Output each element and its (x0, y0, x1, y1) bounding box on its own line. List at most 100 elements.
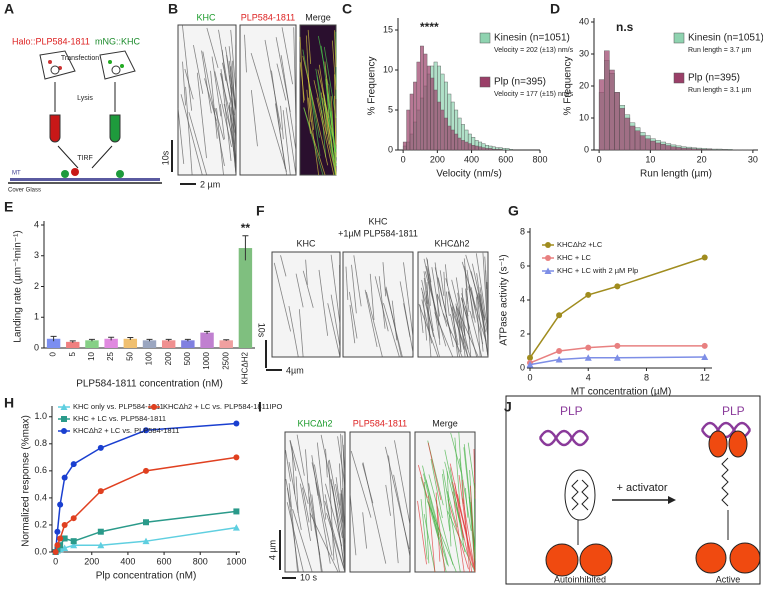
x-tick-label: 0 (527, 372, 532, 382)
arrowhead (668, 496, 676, 504)
hist-bar (441, 110, 444, 150)
panel-letter: B (168, 1, 178, 17)
x-tick-label: 25 (106, 351, 115, 360)
point (53, 549, 59, 555)
x-tick-label: 1000 (226, 556, 246, 566)
hist-bar (650, 141, 655, 150)
label: Autoinhibited (554, 574, 606, 584)
kymograph (350, 432, 410, 572)
label: 10 s (300, 572, 318, 582)
label: 2 µm (200, 179, 220, 189)
y-axis-label: Landing rate (µm⁻¹min⁻¹) (13, 230, 24, 342)
bar (181, 340, 194, 348)
hist-bar (671, 147, 676, 150)
point (151, 404, 157, 410)
point (71, 515, 77, 521)
kymograph (418, 252, 488, 357)
y-axis-label: ATPase activity (s⁻¹) (499, 254, 510, 345)
point (545, 242, 551, 248)
label: + activator (616, 482, 667, 494)
panel-letter: A (4, 1, 14, 17)
x-tick-label: 200 (164, 351, 173, 365)
label: KHC (196, 12, 216, 22)
x-tick-label: 1000 (202, 351, 211, 369)
coil (572, 480, 588, 510)
y-tick-label: 8 (520, 226, 525, 236)
x-tick-label: 30 (748, 154, 758, 164)
y-tick-label: 4 (34, 219, 39, 229)
legend-label: KHC + LC vs. PLP584-1811 (73, 414, 166, 423)
x-tick-label: 2500 (221, 351, 230, 369)
microtubule (10, 178, 160, 181)
motor (116, 170, 124, 178)
hist-bar (620, 108, 625, 150)
hist-bar (599, 80, 604, 150)
label: PLP (560, 404, 583, 418)
point (57, 535, 63, 541)
hist-bar (492, 149, 495, 150)
dot (48, 60, 52, 64)
cell (100, 51, 135, 79)
point (614, 283, 620, 289)
hist-bar (448, 126, 451, 150)
hist-bar (468, 144, 471, 150)
hist-bar (465, 142, 468, 150)
motor (61, 170, 69, 178)
x-tick-label: 600 (157, 556, 172, 566)
x-tick-label: 200 (430, 154, 445, 164)
annotation: **** (420, 20, 439, 34)
point (71, 538, 77, 544)
x-axis-label: PLP584-1811 concentration (nM) (76, 379, 223, 390)
motor (71, 168, 79, 176)
legend-label: Plp (n=395) (494, 77, 546, 88)
label: MT (12, 171, 21, 177)
x-tick-label: 12 (700, 372, 710, 382)
hist-bar (604, 51, 609, 150)
hist-bar (645, 139, 650, 150)
panel-j: PLP Autoinhibited + activator PLP Active (506, 396, 760, 584)
bar (124, 339, 137, 348)
kymograph (240, 25, 296, 175)
hist-bar (482, 148, 485, 150)
legend-note: Velocity = 202 (±13) nm/s (494, 47, 574, 54)
legend-swatch (480, 77, 490, 87)
hist-bar (640, 136, 645, 150)
hist-bar (615, 92, 620, 150)
kymo-bg (343, 252, 413, 357)
x-tick-label: 100 (145, 351, 154, 365)
legend-label: KHCΔh2 + LC vs. PLP584-1811IPO (163, 402, 282, 411)
y-tick-label: 5 (388, 104, 393, 114)
label: KHCΔh2 (297, 418, 332, 428)
panel-letter: J (504, 399, 512, 415)
y-tick-label: 10 (383, 64, 393, 74)
legend-label: KHCΔh2 +LC (557, 240, 603, 249)
hist-bar (424, 54, 427, 150)
point (98, 445, 104, 451)
y-tick-label: 0 (388, 144, 393, 154)
hist-bar (475, 146, 478, 150)
panel-letter: C (342, 1, 352, 17)
y-tick-label: 0 (520, 362, 525, 372)
dot (108, 60, 112, 64)
x-tick-label: 0 (53, 556, 58, 566)
autoinhibited-motor (565, 470, 595, 545)
kymograph (285, 432, 345, 572)
point (585, 345, 591, 351)
x-tick-label: 20 (697, 154, 707, 164)
head (696, 543, 726, 573)
x-axis-label: MT concentration (µM) (571, 387, 672, 398)
arrow (92, 146, 112, 168)
hist-bar (403, 142, 406, 150)
y-tick-label: 30 (579, 48, 589, 58)
point (98, 488, 104, 494)
hist-bar (509, 149, 512, 150)
plp (540, 431, 588, 445)
y-tick-label: 1 (34, 312, 39, 322)
y-tick-label: 15 (383, 24, 393, 34)
kymo-bg (350, 432, 410, 572)
label: PLP (722, 404, 745, 418)
x-tick-label: 50 (125, 351, 134, 360)
point (54, 529, 60, 535)
hist-bar (661, 144, 666, 150)
